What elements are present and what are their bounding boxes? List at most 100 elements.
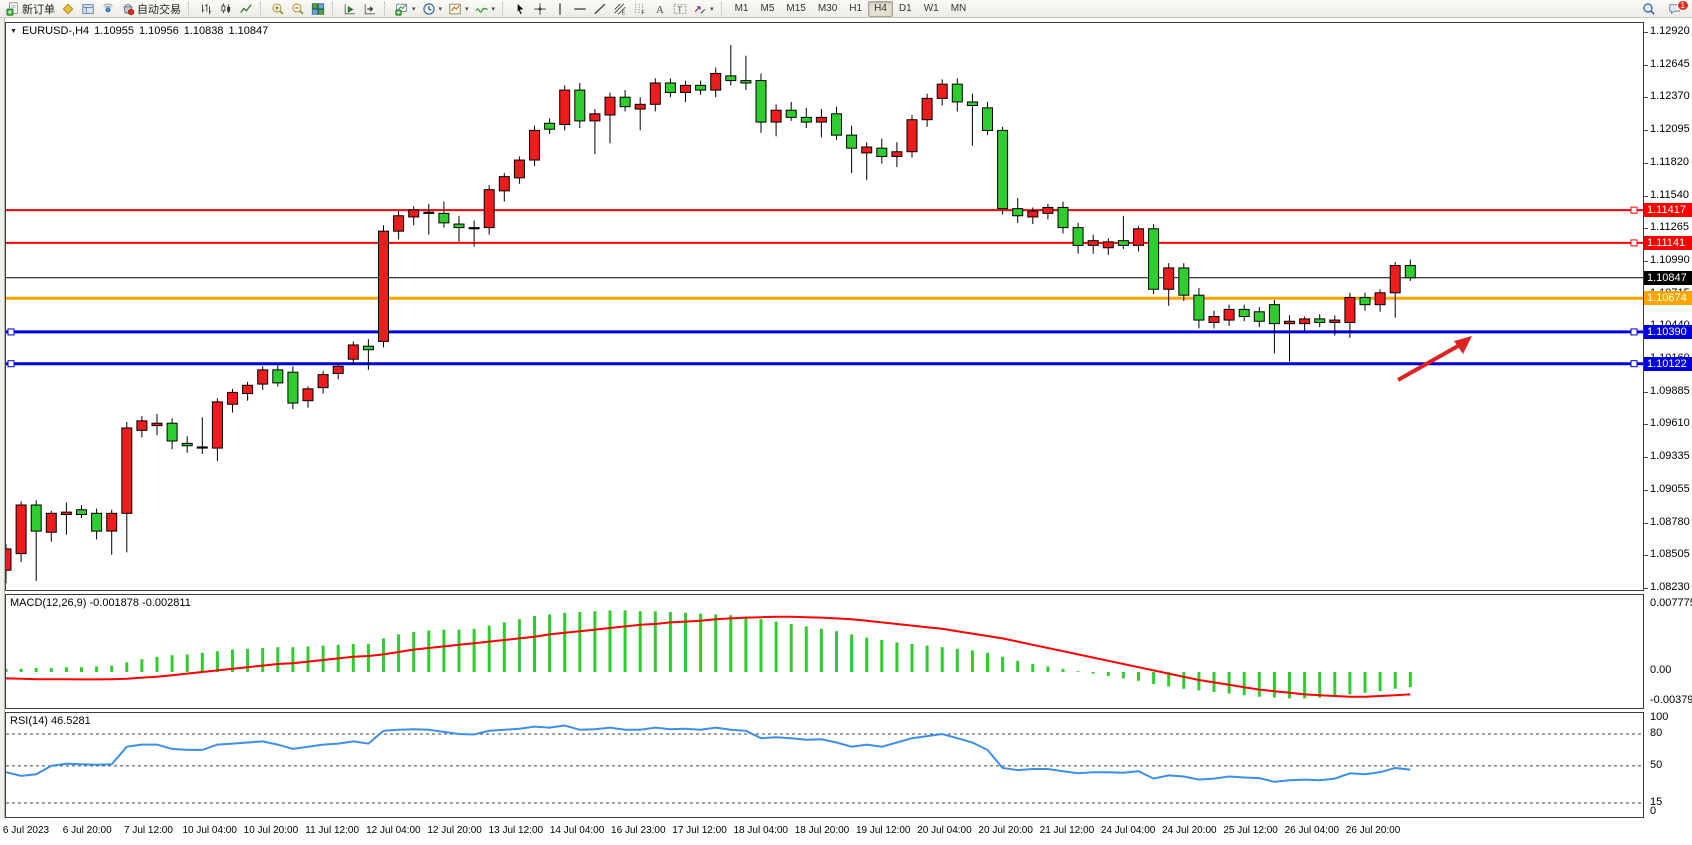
toolbar-button-label-tool[interactable]: T [670,1,690,17]
new-order-icon [6,1,20,16]
rsi-canvas[interactable] [6,713,1643,817]
timeframe-button-mn[interactable]: MN [950,3,967,14]
rsi-axis-label: 100 [1650,711,1669,723]
macd-histogram [6,610,1412,699]
timeframe-button-w1[interactable]: W1 [923,3,939,14]
trend-arrow-annotation[interactable] [1397,336,1472,382]
toolbar-button-arrows-tool[interactable]: ▾ [690,1,717,17]
toolbar-button-new-chart[interactable]: ▾ [392,1,419,17]
macd-title: MACD(12,26,9) [10,597,87,609]
toolbar-button-market-watch[interactable] [78,1,98,17]
toolbar-button-chart-shift[interactable] [360,1,380,17]
toolbar-separator [502,1,507,16]
toolbar-button-templates[interactable]: ▾ [445,1,472,17]
toolbar-button-auto-trading[interactable]: 自动交易 [118,1,184,17]
timeframe-button-m15[interactable]: M15 [786,3,806,14]
macd-pane[interactable]: MACD(12,26,9) -0.001878 -0.002811 [5,594,1644,709]
toolbar-button-profiles[interactable] [58,1,78,17]
time-tick-label: 13 Jul 12:00 [488,825,544,836]
period-icon [422,2,436,16]
price-chart-canvas[interactable] [6,23,1643,590]
horizontal-lines [6,206,1643,368]
fibo-icon: E [613,2,627,16]
auto-scroll-icon [343,2,357,16]
toolbar-button-zoom-out[interactable] [288,1,308,17]
line-handle[interactable] [1630,328,1638,336]
template-icon [448,2,462,16]
hline-support-1[interactable] [6,328,1643,336]
market-watch-icon [81,2,95,16]
candlestick-series [6,45,1416,584]
axis-tick-mark [1644,162,1648,164]
toolbar-button-vertical-line-tool[interactable] [550,1,570,17]
toolbar-button-text-tool[interactable]: A [650,1,670,17]
line-handle[interactable] [1630,206,1638,214]
timeframe-button-d1[interactable]: D1 [898,3,912,14]
price-badge-resistance-1: 1.11417 [1644,203,1692,218]
toolbar-button-horizontal-line-tool[interactable] [570,1,590,17]
main-chart-pane[interactable]: ▼ EURUSD-,H4 1.10955 1.10956 1.10838 1.1… [5,22,1644,591]
toolbar-button-cursor[interactable] [510,1,530,17]
toolbar-button-auto-scroll[interactable] [340,1,360,17]
hline-resistance-2[interactable] [6,239,1643,247]
toolbar-button-navigator[interactable] [98,1,118,17]
timeframe-button-h4[interactable]: H4 [868,0,893,17]
line-handle[interactable] [1630,239,1638,247]
toolbar-button-line-chart-mode[interactable] [236,1,256,17]
timeframe-button-m5[interactable]: M5 [760,3,775,14]
toolbar-button-tile-windows[interactable] [308,1,328,17]
toolbar-button-search[interactable] [1639,1,1659,17]
bar-high-value: 1.10956 [138,25,179,37]
toolbar-button-cycle-lines-tool[interactable]: F [630,1,650,17]
toolbar-button-new-order[interactable]: 新订单 [3,1,58,17]
toolbar-group: M1 M5 M15 M30 H1 H4 D1 W1 MN [729,0,973,18]
price-tick-label: 1.08230 [1650,581,1690,593]
toolbar-separator [332,1,337,16]
macd-axis-label: 0.007775 [1650,597,1692,609]
timeframe-button-m30[interactable]: M30 [817,3,838,14]
rsi-axis-label: 80 [1650,727,1663,739]
svg-text:A: A [656,4,664,15]
rsi-pane[interactable]: RSI(14) 46.5281 [5,712,1644,818]
macd-signal-line [6,615,1411,698]
macd-canvas[interactable] [6,595,1643,708]
hline-resistance-1[interactable] [6,206,1643,214]
axis-tick-mark [1644,97,1648,99]
line-handle[interactable] [1630,360,1638,368]
toolbar-group: ▾ ▾ ▾ ▾ [392,0,498,18]
axis-tick-mark [1644,457,1648,459]
new-chart-icon [395,2,409,16]
toolbar-button-crosshair[interactable] [530,1,550,17]
rsi-line [6,724,1411,783]
toolbar-button-zoom-in[interactable] [268,1,288,17]
time-tick-label: 17 Jul 12:00 [672,825,727,836]
toolbar-button-periods[interactable]: ▾ [419,1,446,17]
timeframe-button-m1[interactable]: M1 [734,3,749,14]
time-tick-label: 11 Jul 12:00 [305,825,360,836]
price-badge-resistance-2: 1.11141 [1644,235,1692,250]
time-tick-label: 10 Jul 04:00 [182,825,237,836]
toolbar-button-notifications[interactable]: 1 [1665,0,1689,17]
line-handle[interactable] [7,328,15,336]
toolbar-button-bar-chart-mode[interactable] [196,1,216,17]
chevron-down-icon: ▾ [412,5,416,13]
line-chart-icon [239,2,253,16]
price-axis[interactable]: 1.12920 1.12645 1.12370 1.12095 1.11820 1.115… [1644,18,1692,818]
toolbar-button-trendline-tool[interactable] [590,1,610,17]
price-badge-pivot: 1.10674 [1644,291,1692,306]
macd-axis-label: -0.003797 [1650,694,1692,706]
toolbar-button-candlestick-mode[interactable] [216,1,236,17]
one-click-trading-toggle[interactable]: ▼ [10,27,17,35]
axis-tick-mark [1644,522,1648,524]
time-axis[interactable]: 6 Jul 2023 6 Jul 20:00 7 Jul 12:00 10 Jul 0… [0,818,1692,845]
zoom-out-icon [291,2,305,16]
toolbar-button-indicator-list[interactable]: ▾ [472,1,499,17]
time-tick-label: 10 Jul 20:00 [243,825,299,836]
hline-support-2[interactable] [6,360,1643,368]
timeframe-button-h1[interactable]: H1 [849,3,863,14]
time-tick-label: 6 Jul 20:00 [62,825,112,836]
chart-symbol-line: ▼ EURUSD-,H4 1.10955 1.10956 1.10838 1.1… [10,25,268,37]
axis-tick-mark [1644,588,1648,589]
toolbar-button-fibonacci-tool[interactable]: E [610,1,630,17]
line-handle[interactable] [7,360,15,368]
